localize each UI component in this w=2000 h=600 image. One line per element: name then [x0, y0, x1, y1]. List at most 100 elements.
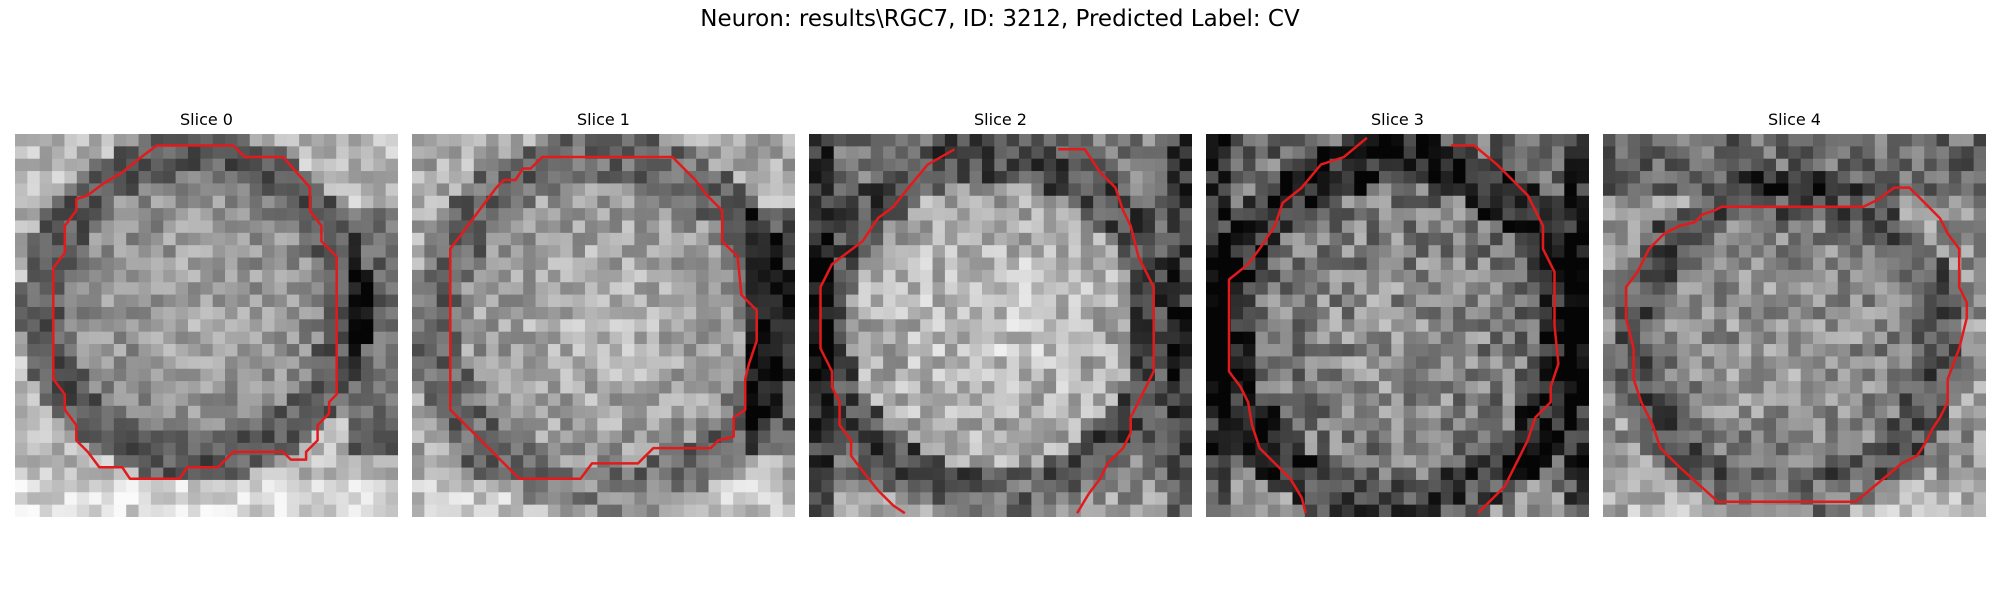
pixel	[1243, 195, 1257, 209]
pixel	[969, 171, 983, 185]
pixel	[745, 467, 759, 481]
pixel	[907, 393, 921, 407]
pixel	[1887, 269, 1901, 283]
pixel	[1206, 479, 1219, 493]
pixel	[101, 294, 115, 308]
pixel	[1615, 331, 1629, 345]
pixel	[1019, 368, 1032, 382]
pixel	[1825, 405, 1839, 419]
pixel	[1936, 134, 1950, 147]
pixel	[1837, 183, 1851, 197]
pixel	[634, 134, 648, 147]
pixel	[733, 455, 747, 469]
pixel	[1527, 183, 1541, 197]
pixel	[1640, 134, 1654, 147]
pixel	[883, 331, 897, 345]
pixel	[373, 504, 387, 517]
pixel	[920, 319, 934, 333]
pixel	[1961, 282, 1975, 296]
pixel	[932, 245, 946, 259]
pixel	[510, 232, 524, 246]
pixel	[1825, 504, 1839, 517]
pixel	[76, 455, 90, 469]
pixel	[1019, 442, 1032, 456]
pixel	[957, 232, 971, 246]
pixel	[64, 208, 78, 222]
pixel	[932, 195, 946, 209]
pixel	[52, 294, 66, 308]
pixel	[498, 418, 512, 432]
pixel	[486, 195, 500, 209]
pixel	[1564, 405, 1578, 419]
pixel	[1615, 479, 1629, 493]
pixel	[1576, 245, 1589, 259]
pixel	[584, 220, 598, 234]
pixel	[52, 220, 66, 234]
pixel	[1788, 455, 1802, 469]
pixel	[237, 331, 251, 345]
pixel	[1477, 306, 1491, 320]
pixel	[1714, 442, 1728, 456]
pixel	[1453, 356, 1467, 370]
pixel	[597, 195, 611, 209]
pixel	[412, 294, 425, 308]
pixel	[1788, 306, 1802, 320]
pixel	[1788, 208, 1802, 222]
pixel	[412, 430, 425, 444]
pixel	[175, 356, 189, 370]
pixel	[1837, 368, 1851, 382]
pixel	[76, 306, 90, 320]
pixel	[274, 319, 288, 333]
pixel	[237, 344, 251, 357]
pixel	[1603, 306, 1616, 320]
pixel	[1514, 430, 1528, 444]
pixel	[1130, 479, 1144, 493]
pixel	[920, 455, 934, 469]
pixel	[175, 195, 189, 209]
pixel	[1837, 344, 1851, 357]
pixel	[187, 368, 201, 382]
pixel	[1726, 220, 1740, 234]
pixel	[1539, 430, 1553, 444]
pixel	[1056, 381, 1070, 395]
pixel	[1329, 479, 1343, 493]
pixel	[1514, 368, 1528, 382]
pixel	[262, 195, 276, 209]
pixel	[821, 195, 835, 209]
pixel	[1056, 331, 1070, 345]
pixel	[846, 467, 860, 481]
pixel	[150, 158, 164, 172]
pixel	[1603, 319, 1616, 333]
pixel	[1304, 504, 1318, 517]
pixel	[163, 319, 177, 333]
pixel	[126, 381, 140, 395]
pixel	[1167, 368, 1181, 382]
pixel	[385, 269, 398, 283]
pixel	[981, 294, 995, 308]
pixel	[1775, 195, 1789, 209]
pixel	[1490, 455, 1504, 469]
pixel	[412, 146, 425, 160]
pixel	[1936, 171, 1950, 185]
pixel	[1154, 195, 1168, 209]
pixel	[1056, 479, 1070, 493]
pixel	[1603, 171, 1616, 185]
pixel	[1850, 430, 1864, 444]
pixel	[101, 442, 115, 456]
pixel	[1006, 368, 1020, 382]
pixel	[1354, 245, 1368, 259]
pixel	[1924, 356, 1938, 370]
pixel	[1652, 492, 1666, 506]
pixel	[708, 504, 722, 517]
pixel	[1490, 442, 1504, 456]
pixel	[1751, 195, 1765, 209]
pixel	[150, 430, 164, 444]
pixel	[1924, 195, 1938, 209]
pixel	[745, 146, 759, 160]
pixel	[634, 220, 648, 234]
pixel	[1788, 257, 1802, 271]
pixel	[1341, 158, 1355, 172]
pixel	[373, 455, 387, 469]
pixel	[535, 479, 549, 493]
pixel	[323, 294, 337, 308]
